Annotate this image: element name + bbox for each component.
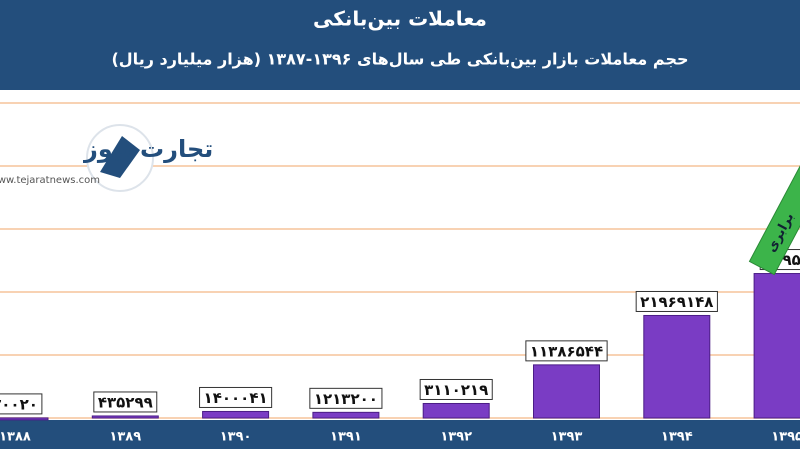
logo-icon: [100, 136, 140, 178]
x-tick-label: ۱۳۹۵: [771, 430, 800, 445]
value-label-box: [309, 387, 383, 409]
chart-title: معاملات بین‌بانکی: [313, 7, 487, 31]
x-tick-label: ۱۳۸۹: [109, 430, 141, 445]
value-label-box: [199, 386, 273, 408]
x-tick-label: ۱۳۸۸: [0, 430, 31, 445]
ribbon-band: [748, 154, 800, 276]
bar: [91, 415, 159, 419]
value-label-box: [93, 391, 158, 413]
bar: [0, 417, 49, 421]
header-band: [0, 0, 800, 90]
bar: [753, 273, 800, 419]
value-label: ۱۲۱۳۲۰۰: [314, 390, 378, 408]
value-label: ۲۱۹۶۹۱۴۸: [640, 293, 713, 311]
x-tick-label: ۱۳۹۴: [661, 430, 693, 445]
bar: [312, 411, 380, 419]
value-label: ۲۰۰۲۰: [0, 395, 38, 413]
bar: [422, 402, 490, 419]
value-label-box: [635, 290, 718, 312]
chart-subtitle: حجم معاملات بازار بین‌بانکی طی سال‌های ۱…: [111, 50, 688, 69]
bars: ۲۰۰۲۰ ۴۳۵۲۹۹ ۱۴۰۰۰۴۱ ۱۲۱۳۲۰۰ ۳۱۱۰۲۱۹ ۱۱۳۸۶۵۴۴…: [0, 249, 800, 421]
x-tick-label: ۱۳۹۲: [440, 430, 472, 445]
value-label-box: [525, 340, 608, 362]
logo-url: www.tejaratnews.com: [0, 175, 100, 186]
bar: [643, 314, 711, 419]
value-label: ۱۱۳۸۶۵۴۴: [530, 342, 603, 360]
logo-name: تجارت نیوز: [83, 135, 213, 163]
value-label-box: [0, 393, 43, 415]
bar: [533, 364, 600, 419]
value-label: ۱۴۰۰۰۴۱: [204, 389, 268, 407]
x-tick-label: ۱۳۹۳: [551, 430, 583, 445]
value-label: ۳۱۱۰۲۱۹: [424, 381, 488, 399]
footer-band: [0, 420, 800, 449]
value-label-box: [419, 378, 493, 400]
logo: تجارت نیوز www.tejaratnews.com: [0, 124, 213, 192]
x-tick-label: ۱۳۹۱: [330, 430, 362, 445]
bar: [202, 410, 270, 419]
x-tick-label: ۱۳۹۰: [220, 430, 252, 445]
value-label: ۴۳۵۲۹۹: [98, 393, 153, 411]
